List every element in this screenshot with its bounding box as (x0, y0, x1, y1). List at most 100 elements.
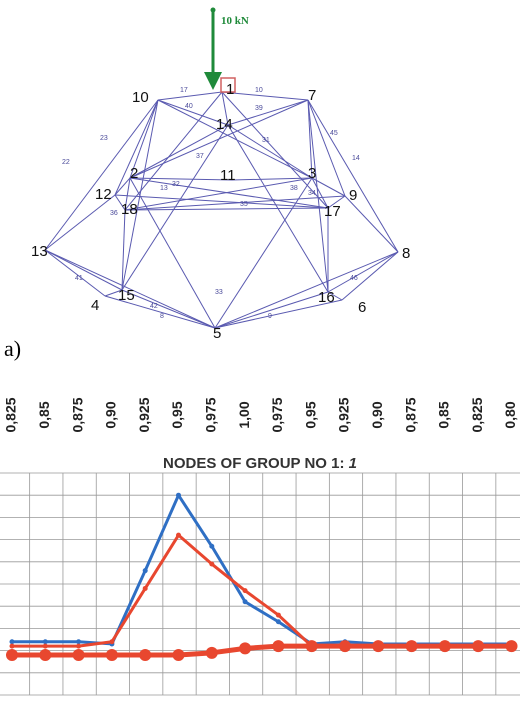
x-tick-label: 0,825 (469, 397, 485, 432)
member-label: 14 (352, 155, 360, 162)
point (209, 561, 215, 567)
member-label: 9 (268, 313, 272, 320)
point (176, 532, 181, 538)
point (42, 639, 48, 645)
series-line (12, 533, 512, 648)
point (9, 643, 15, 649)
point (109, 639, 115, 645)
node-label: 17 (324, 203, 341, 220)
member (121, 289, 216, 329)
point (39, 649, 52, 662)
member-label: 32 (172, 181, 180, 188)
node-marker (220, 77, 236, 93)
node-label: 3 (308, 165, 316, 182)
member (327, 291, 343, 301)
member (121, 124, 229, 291)
member (307, 99, 399, 253)
point (305, 640, 318, 653)
point (372, 640, 385, 653)
chart-title: NODES OF GROUP NO 1: 1 (163, 455, 357, 472)
load-label: 10 kN (221, 15, 249, 27)
member-label: 17 (180, 87, 188, 94)
point (105, 649, 118, 662)
member (44, 249, 123, 291)
member (311, 177, 329, 209)
title: NODES OF GROUP NO 1: (163, 455, 349, 472)
x-tick-label: 0,825 (3, 397, 19, 432)
member-label: 8 (160, 313, 164, 320)
point (339, 640, 351, 653)
point (142, 568, 148, 574)
member-label: 45 (330, 130, 338, 137)
member (214, 251, 399, 329)
node-label: 18 (121, 201, 138, 218)
point (472, 640, 485, 653)
member-label: 13 (160, 185, 168, 192)
node-label: 15 (118, 287, 135, 304)
member-label: 40 (185, 103, 193, 110)
member-label: 34 (308, 190, 316, 197)
x-tick-label: 0,95 (302, 401, 318, 428)
member (129, 99, 159, 179)
x-tick-label: 0,90 (369, 401, 385, 428)
member (129, 177, 233, 181)
member-label: 10 (255, 87, 263, 94)
member (214, 299, 343, 329)
x-tick-label: 0,875 (69, 397, 85, 432)
member-label: 35 (240, 201, 248, 208)
member (124, 91, 223, 211)
member (327, 251, 399, 293)
node-label: 4 (91, 297, 99, 314)
member (327, 195, 346, 209)
x-tick-label: 0,925 (336, 397, 352, 432)
member-label: 36 (110, 210, 118, 217)
member (221, 91, 229, 126)
member (221, 91, 309, 101)
member (129, 177, 329, 209)
member-label: 33 (215, 289, 223, 296)
member-label: 41 (75, 275, 83, 282)
node-label: 8 (402, 245, 410, 262)
point (176, 492, 181, 498)
point (205, 646, 218, 659)
point (272, 640, 285, 653)
member-label: 46 (350, 275, 358, 282)
node-label: 10 (132, 89, 149, 106)
member (157, 91, 223, 101)
member (121, 209, 126, 291)
node-label: 5 (213, 325, 221, 342)
x-tick-label: 0,875 (402, 397, 418, 432)
member (307, 99, 346, 197)
point (172, 649, 185, 662)
member-label: 42 (150, 303, 158, 310)
node-label: 11 (220, 167, 236, 184)
member (114, 177, 131, 196)
member (104, 295, 216, 329)
node-label: 14 (216, 116, 233, 133)
x-tick-label: 0,925 (136, 397, 152, 432)
point (405, 640, 418, 653)
x-tick-label: 0,95 (169, 401, 185, 428)
node-label: 12 (95, 186, 112, 203)
member (114, 99, 159, 196)
load-arrow-head (204, 72, 222, 90)
point (275, 619, 281, 625)
member (129, 124, 229, 179)
member (227, 124, 313, 179)
member (157, 99, 229, 126)
x-tick-label: 0,90 (103, 401, 119, 428)
member (214, 177, 313, 329)
node-label: 13 (31, 243, 48, 260)
node-label: 7 (308, 87, 316, 104)
point (505, 640, 518, 653)
member-label: 39 (255, 105, 263, 112)
node-label: 6 (358, 299, 366, 316)
member-label: 31 (262, 137, 270, 144)
member (227, 99, 309, 126)
point (139, 649, 152, 662)
point (76, 639, 82, 645)
member (124, 177, 313, 211)
node-label: 1 (226, 81, 234, 98)
x-tick-label: 0,975 (269, 397, 285, 432)
x-tick-label: 0,85 (36, 401, 52, 428)
